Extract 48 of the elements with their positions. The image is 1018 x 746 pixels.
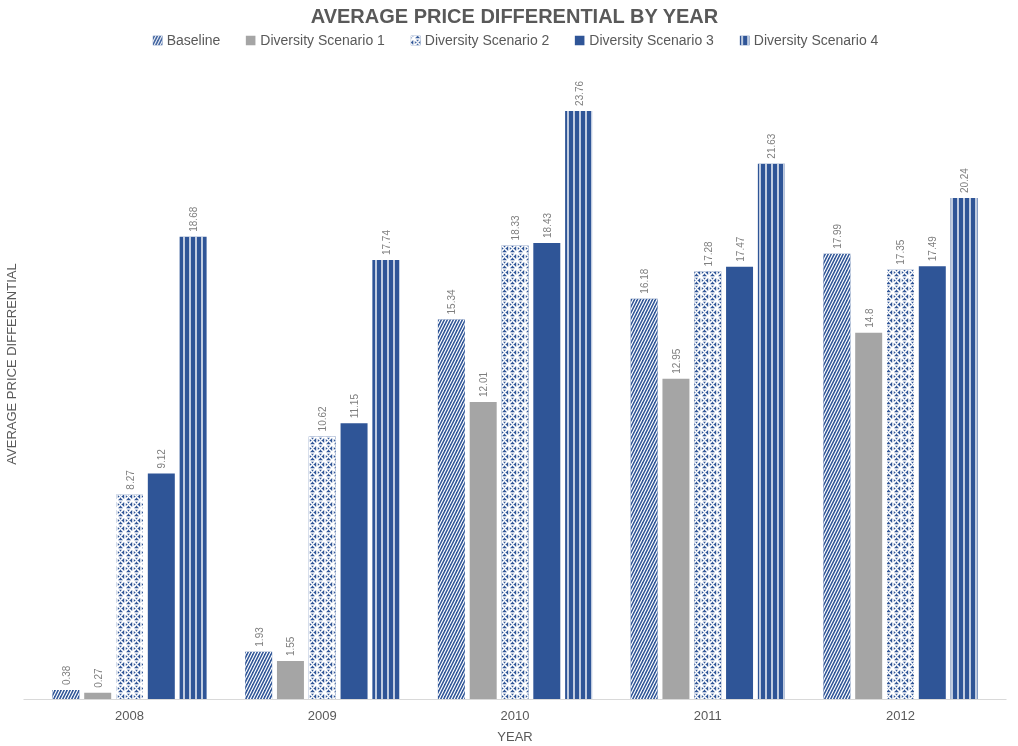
- data-label: 17.74: [380, 229, 392, 256]
- bar: [533, 242, 561, 700]
- x-tick-label: 2008: [115, 707, 144, 723]
- x-tick-label: 2009: [307, 707, 337, 723]
- data-label: 23.76: [573, 80, 585, 106]
- data-label: 8.27: [124, 469, 136, 490]
- legend-label: Diversity Scenario 4: [753, 32, 879, 48]
- data-label: 18.33: [510, 214, 521, 241]
- data-label: 17.47: [734, 236, 746, 262]
- legend-label: Diversity Scenario 3: [589, 32, 714, 48]
- data-label: 0.27: [92, 667, 104, 688]
- bar: [918, 266, 946, 700]
- bar: [662, 378, 690, 700]
- bar: [340, 423, 368, 700]
- data-label: 17.49: [927, 235, 939, 262]
- data-label: 14.8: [863, 307, 875, 328]
- bar: [276, 661, 304, 700]
- data-label: 16.18: [639, 268, 651, 294]
- bar: [726, 266, 754, 700]
- x-tick-label: 2012: [886, 707, 915, 723]
- x-tick-label: 2011: [693, 707, 722, 723]
- y-axis-title: AVERAGE PRICE DIFFERENTIAL: [3, 263, 19, 465]
- data-label: 0.38: [60, 665, 72, 686]
- bar: [147, 473, 175, 700]
- bar: [469, 401, 497, 700]
- data-label: 12.95: [670, 348, 682, 374]
- data-label: 21.63: [766, 133, 778, 159]
- data-label: 12.01: [478, 371, 490, 397]
- data-label: 20.24: [959, 167, 971, 194]
- chart-title: AVERAGE PRICE DIFFERENTIAL BY YEAR: [310, 4, 719, 27]
- data-label: 1.55: [285, 636, 297, 657]
- bar: [84, 692, 112, 700]
- bar: [855, 332, 883, 700]
- x-axis-title: YEAR: [497, 728, 533, 744]
- data-label: 15.34: [446, 289, 458, 315]
- data-label: 11.15: [349, 393, 361, 419]
- data-label: 10.62: [317, 405, 329, 432]
- data-label: 17.28: [702, 240, 714, 267]
- data-label: 9.12: [156, 448, 168, 469]
- legend-label: Baseline: [166, 32, 221, 48]
- x-tick-label: 2010: [500, 707, 530, 723]
- legend-label: Diversity Scenario 1: [260, 32, 385, 48]
- data-label: 17.99: [831, 223, 843, 249]
- data-label: 1.93: [253, 626, 265, 647]
- data-label: 18.68: [188, 206, 200, 232]
- legend-label: Diversity Scenario 2: [424, 32, 550, 48]
- data-label: 17.35: [895, 239, 907, 265]
- data-label: 18.43: [541, 212, 553, 238]
